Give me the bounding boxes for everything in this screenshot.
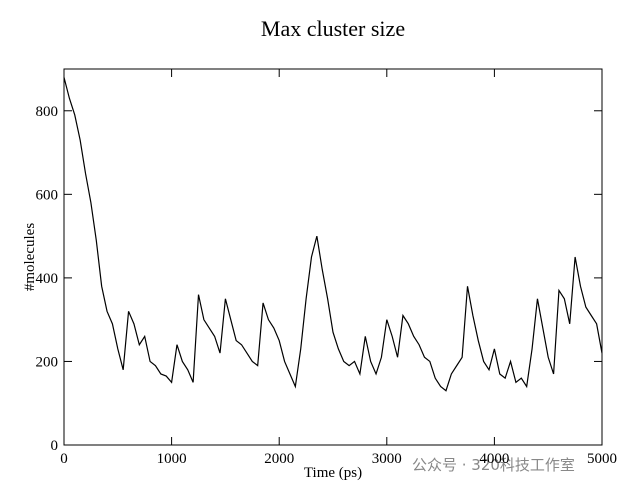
- y-tick-label: 800: [36, 104, 59, 120]
- x-tick-label: 5000: [587, 451, 617, 467]
- y-tick-label: 200: [36, 354, 59, 370]
- y-tick-label: 0: [51, 438, 59, 454]
- y-axis-label: #molecules: [22, 223, 38, 291]
- x-tick-label: 3000: [372, 451, 402, 467]
- x-tick-label: 2000: [264, 451, 294, 467]
- y-tick-label: 400: [36, 271, 59, 287]
- chart-title: Max cluster size: [261, 16, 405, 41]
- y-tick-label: 600: [36, 187, 59, 203]
- x-axis-label: Time (ps): [304, 465, 362, 481]
- x-tick-label: 1000: [157, 451, 187, 467]
- x-tick-label: 0: [60, 451, 68, 467]
- x-tick-label: 4000: [479, 451, 509, 467]
- watermark: 公众号 · 320科技工作室: [412, 456, 575, 474]
- data-line: [63, 77, 603, 392]
- plot-frame: [63, 68, 603, 446]
